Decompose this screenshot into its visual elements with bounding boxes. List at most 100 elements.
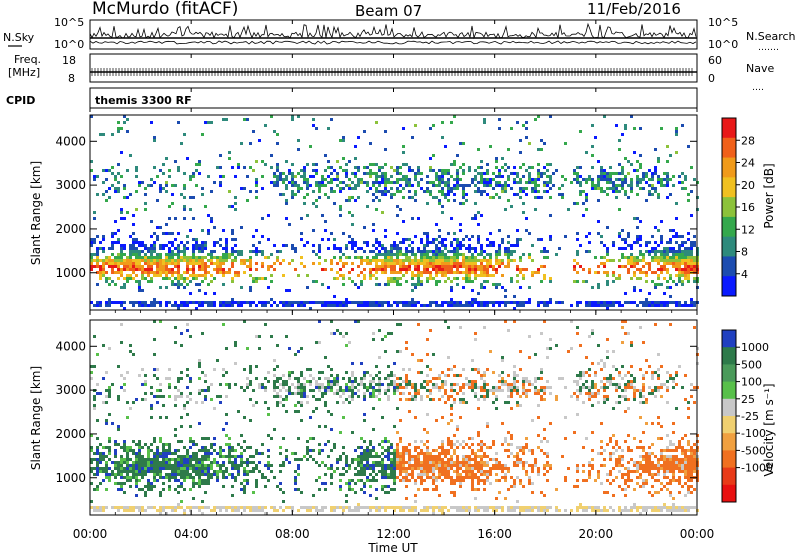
field-cell	[354, 301, 357, 304]
field-cell	[606, 283, 609, 286]
field-cell	[354, 166, 357, 169]
field-cell	[204, 256, 207, 259]
field-cell	[444, 256, 447, 259]
field-cell	[465, 274, 468, 277]
field-cell	[258, 335, 261, 338]
field-cell	[378, 398, 381, 401]
field-cell	[375, 301, 378, 304]
field-cell	[132, 250, 135, 253]
field-cell	[345, 389, 348, 392]
field-cell	[411, 289, 414, 292]
field-cell	[393, 449, 396, 452]
field-cell	[312, 301, 315, 304]
field-cell	[360, 437, 363, 440]
field-cell	[366, 205, 369, 208]
field-cell	[366, 506, 369, 509]
field-cell	[384, 148, 387, 151]
field-cell	[246, 470, 249, 473]
field-cell	[687, 238, 690, 241]
field-cell	[189, 259, 192, 262]
field-cell	[399, 467, 402, 470]
field-cell	[483, 280, 486, 283]
field-cell	[261, 265, 264, 268]
field-cell	[510, 172, 513, 175]
field-cell	[141, 476, 144, 479]
field-cell	[261, 187, 264, 190]
field-cell	[402, 467, 405, 470]
field-cell	[447, 464, 450, 467]
field-cell	[357, 503, 360, 506]
field-cell	[612, 280, 615, 283]
field-cell	[306, 193, 309, 196]
field-cell	[408, 449, 411, 452]
field-cell	[609, 166, 612, 169]
field-cell	[135, 455, 138, 458]
field-cell	[582, 178, 585, 181]
field-cell	[687, 199, 690, 202]
field-cell	[345, 455, 348, 458]
field-cell	[219, 506, 222, 509]
field-cell	[270, 298, 273, 301]
field-cell	[414, 235, 417, 238]
field-cell	[471, 259, 474, 262]
field-cell	[378, 380, 381, 383]
field-cell	[633, 262, 636, 265]
field-cell	[648, 250, 651, 253]
field-cell	[432, 473, 435, 476]
field-cell	[111, 271, 114, 274]
field-cell	[213, 458, 216, 461]
field-cell	[294, 301, 297, 304]
field-cell	[426, 380, 429, 383]
field-cell	[636, 241, 639, 244]
field-cell	[534, 178, 537, 181]
field-cell	[354, 145, 357, 148]
field-cell	[435, 280, 438, 283]
field-cell	[225, 455, 228, 458]
field-cell	[183, 259, 186, 262]
field-cell	[147, 479, 150, 482]
field-cell	[381, 268, 384, 271]
field-cell	[390, 166, 393, 169]
field-cell	[678, 244, 681, 247]
field-cell	[417, 169, 420, 172]
field-cell	[510, 187, 513, 190]
field-cell	[516, 241, 519, 244]
field-cell	[651, 247, 654, 250]
field-cell	[144, 509, 147, 512]
field-cell	[204, 437, 207, 440]
field-cell	[492, 301, 495, 304]
field-cell	[330, 473, 333, 476]
field-cell	[294, 377, 297, 380]
field-cell	[144, 494, 147, 497]
field-cell	[363, 377, 366, 380]
field-cell	[576, 178, 579, 181]
field-cell	[153, 301, 156, 304]
field-cell	[324, 178, 327, 181]
field-cell	[201, 250, 204, 253]
field-cell	[693, 178, 696, 181]
frequency-label-line2: [MHz]	[8, 66, 40, 79]
field-cell	[132, 506, 135, 509]
field-cell	[525, 193, 528, 196]
field-cell	[186, 455, 189, 458]
field-cell	[225, 247, 228, 250]
field-cell	[372, 250, 375, 253]
field-cell	[450, 121, 453, 124]
field-cell	[684, 265, 687, 268]
field-cell	[375, 268, 378, 271]
field-cell	[327, 455, 330, 458]
field-cell	[630, 253, 633, 256]
field-cell	[396, 232, 399, 235]
field-cell	[300, 187, 303, 190]
field-cell	[447, 470, 450, 473]
field-cell	[405, 238, 408, 241]
field-cell	[651, 250, 654, 253]
field-cell	[459, 398, 462, 401]
field-cell	[309, 383, 312, 386]
field-cell	[225, 470, 228, 473]
field-cell	[480, 259, 483, 262]
field-cell	[132, 304, 135, 307]
field-cell	[363, 458, 366, 461]
field-cell	[519, 181, 522, 184]
field-cell	[231, 494, 234, 497]
